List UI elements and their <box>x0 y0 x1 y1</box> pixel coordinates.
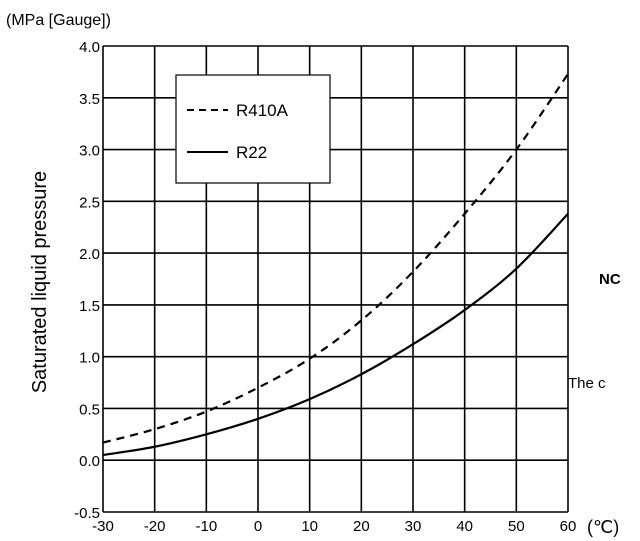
y-tick-labels: -0.5 0.0 0.5 1.0 1.5 2.0 2.5 3.0 3.5 4.0 <box>74 39 100 522</box>
y-axis-label: Saturated liquid pressure <box>29 171 51 393</box>
series-line-r410a <box>102 73 569 444</box>
y-tick-label: 2.0 <box>79 246 100 263</box>
x-tick-labels: -30 -20 -10 0 10 20 30 40 50 60 <box>92 518 576 535</box>
x-unit-label: (℃) <box>587 517 619 537</box>
y-tick-label: 4.0 <box>79 39 100 56</box>
legend-box <box>175 74 331 184</box>
series-line-r22 <box>102 213 569 457</box>
y-tick-label: 1.0 <box>79 350 100 367</box>
x-tick-label: -20 <box>144 518 166 535</box>
y-tick-label: 0.0 <box>79 453 100 470</box>
x-tick-label: 0 <box>254 518 262 535</box>
legend-label-r22: R22 <box>236 143 267 162</box>
x-tick-label: 60 <box>560 518 577 535</box>
x-tick-label: 40 <box>456 518 473 535</box>
y-tick-label: 2.5 <box>79 194 100 211</box>
grid <box>102 45 569 513</box>
x-tick-label: 10 <box>301 518 318 535</box>
legend-label-r410a: R410A <box>236 101 289 120</box>
y-tick-label: 3.0 <box>79 143 100 160</box>
y-tick-label: 3.5 <box>79 91 100 108</box>
x-tick-label: -10 <box>195 518 217 535</box>
y-tick-label: 1.5 <box>79 298 100 315</box>
legend: R410A R22 <box>175 74 331 184</box>
x-tick-label: 30 <box>405 518 422 535</box>
side-body-text: The c <box>568 375 606 392</box>
x-tick-label: 50 <box>508 518 525 535</box>
note-label: NC <box>599 271 621 288</box>
y-unit-label: (MPa [Gauge]) <box>6 12 111 29</box>
x-tick-label: 20 <box>353 518 370 535</box>
series-layer <box>102 73 569 457</box>
y-tick-label: -0.5 <box>74 505 100 522</box>
y-tick-label: 0.5 <box>79 401 100 418</box>
x-tick-label: -30 <box>92 518 114 535</box>
